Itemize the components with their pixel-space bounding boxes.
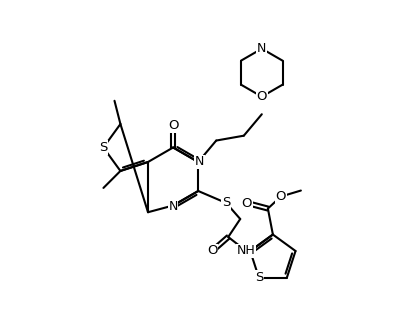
Text: O: O	[168, 119, 179, 132]
Text: S: S	[255, 271, 263, 284]
Text: S: S	[99, 141, 108, 154]
Text: N: N	[168, 200, 178, 213]
Text: O: O	[207, 244, 218, 257]
Text: S: S	[222, 197, 231, 210]
Text: N: N	[195, 155, 204, 168]
Text: O: O	[257, 90, 267, 103]
Text: NH: NH	[237, 244, 256, 257]
Text: O: O	[276, 190, 286, 203]
Text: N: N	[257, 42, 266, 55]
Text: O: O	[242, 197, 252, 210]
